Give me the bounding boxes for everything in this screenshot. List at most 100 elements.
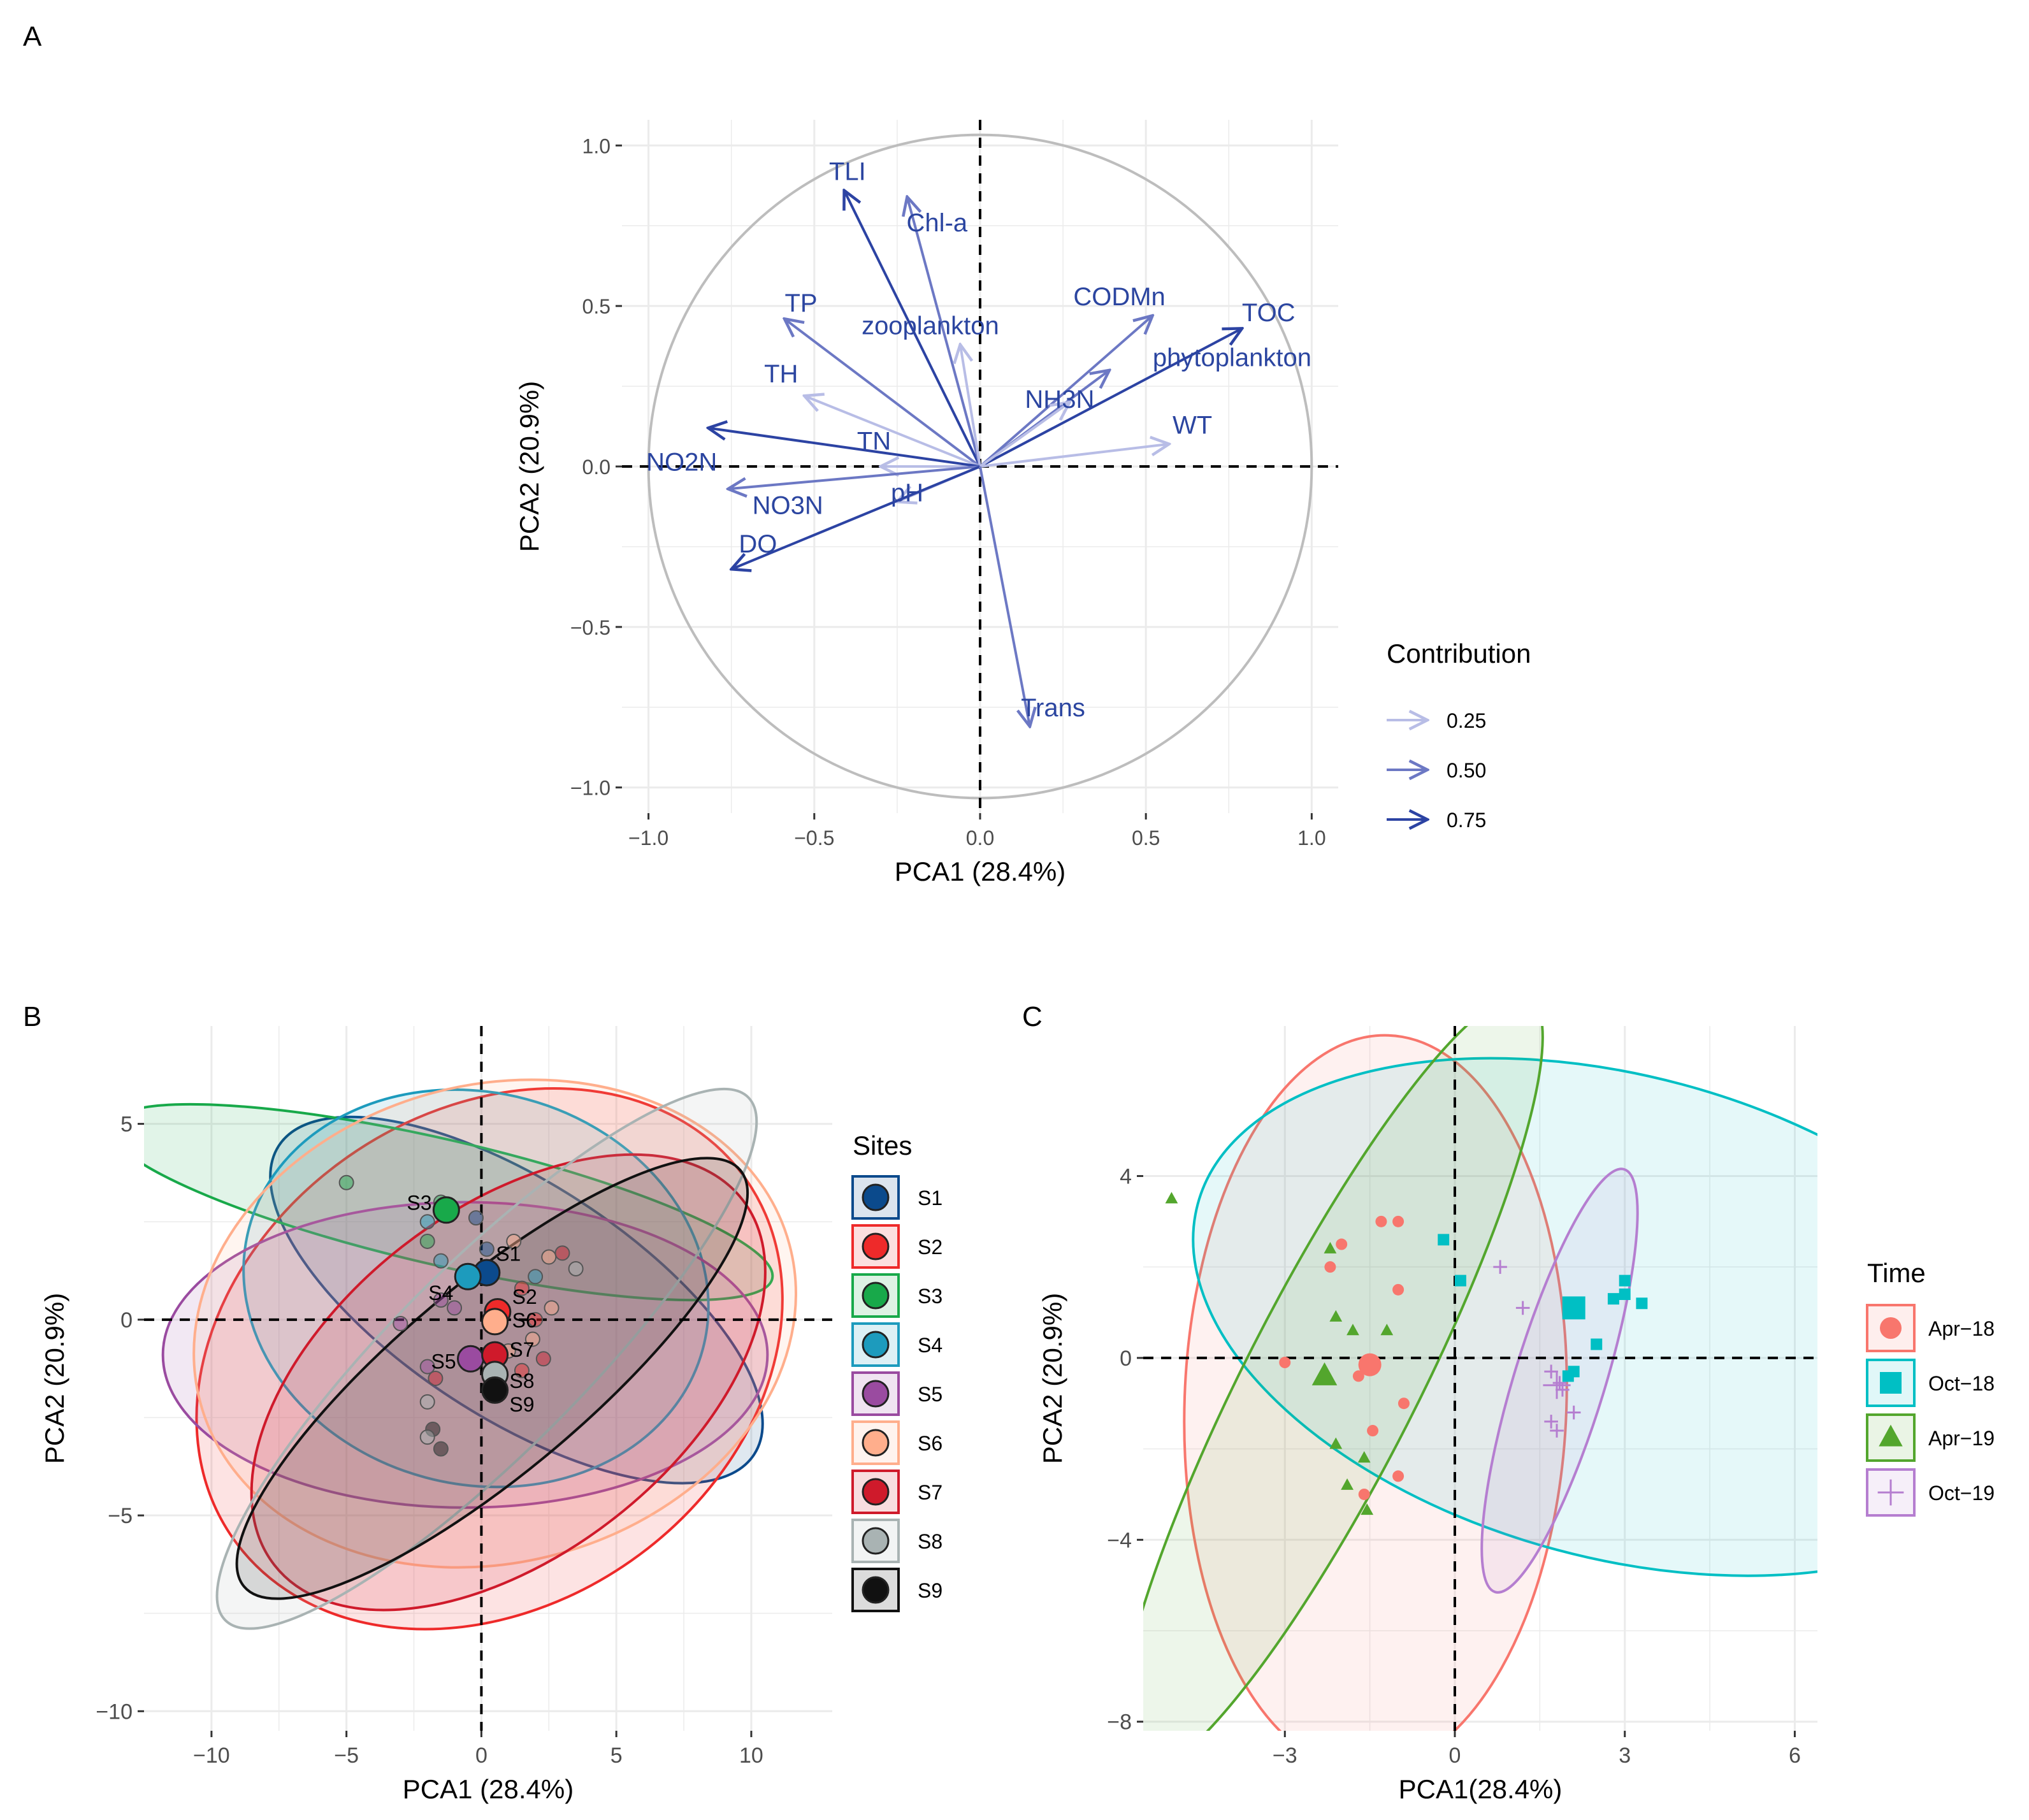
data-point-s4 — [419, 1214, 435, 1230]
data-point-s1 — [468, 1210, 484, 1226]
point-label-s5: S5 — [431, 1350, 456, 1373]
data-point-oct-18 — [1619, 1288, 1631, 1300]
data-point-apr-19 — [1347, 1324, 1359, 1336]
variable-arrow-toc — [979, 328, 1242, 468]
panel-c-label: C — [1022, 1001, 1043, 1032]
variable-arrow-codmn — [979, 315, 1153, 468]
data-point-apr-19 — [1380, 1324, 1394, 1336]
variable-label-codmn: CODMn — [1073, 283, 1165, 311]
legend-marker-s3 — [862, 1282, 890, 1310]
data-point-s5 — [433, 1292, 449, 1308]
legend-label: 0.75 — [1447, 809, 1486, 832]
data-point-s6 — [524, 1331, 540, 1347]
data-point-oct-19 — [1550, 1424, 1564, 1438]
point-label-s6: S6 — [512, 1309, 537, 1332]
variable-label-nh3n: NH3N — [1025, 386, 1094, 414]
centroid-s6 — [481, 1308, 509, 1336]
data-point-apr-18 — [1367, 1425, 1379, 1437]
data-point-apr-18 — [1392, 1283, 1404, 1296]
legend-label-s2: S2 — [918, 1236, 942, 1259]
variable-arrow-no3n — [728, 465, 981, 489]
data-point-oct-19 — [1544, 1414, 1558, 1429]
panel-c-time-pca-plot: −3 0 3 6 −8 −4 0 4 PCA1(28.4%) PCA2 (20.9%) Time Ap… — [1037, 1026, 1995, 1804]
x-tick-label: 1.0 — [1297, 827, 1325, 849]
y-axis-label: PCA2 (20.9%) — [514, 381, 544, 552]
point-label-s8: S8 — [509, 1369, 534, 1392]
centroid-s4 — [454, 1262, 482, 1290]
legend-label: 0.25 — [1447, 709, 1486, 732]
data-point-apr-18 — [1392, 1215, 1404, 1227]
legend-marker-s5 — [862, 1380, 890, 1408]
point-label-s9: S9 — [509, 1393, 534, 1416]
data-point-s6 — [544, 1300, 560, 1316]
x-axis-label: PCA1 (28.4%) — [403, 1774, 574, 1804]
legend-marker-apr-19 — [1879, 1424, 1903, 1447]
point-label-s1: S1 — [496, 1242, 521, 1265]
centroid-s9 — [481, 1376, 509, 1404]
data-point-apr-18 — [1352, 1370, 1364, 1382]
point-label-s3: S3 — [407, 1192, 431, 1215]
data-point-apr-18 — [1324, 1261, 1336, 1273]
data-point-apr-19 — [1361, 1503, 1374, 1515]
y-tick-label: 0.5 — [582, 295, 610, 318]
legend-label-s1: S1 — [918, 1187, 942, 1210]
legend-title: Contribution — [1387, 639, 1531, 668]
data-point-apr-19 — [1329, 1310, 1343, 1322]
y-tick-label: −8 — [1107, 1710, 1132, 1735]
variable-arrow-wt — [979, 444, 1169, 468]
panel-a-variable-correlation-plot: −1.0 −0.5 0.0 0.5 1.0 −1.0 −0.5 0.0 0.5 1.0 PCA1 (… — [514, 120, 1531, 886]
data-point-apr-18 — [1397, 1398, 1410, 1410]
data-point-s2 — [514, 1280, 530, 1296]
data-point-oct-18 — [1438, 1234, 1450, 1246]
x-tick-label: 0 — [1449, 1744, 1461, 1768]
data-point-s9 — [433, 1441, 449, 1457]
x-tick-label: 3 — [1619, 1744, 1631, 1768]
data-point-apr-18 — [1392, 1470, 1404, 1482]
variable-arrow-do — [732, 465, 981, 569]
x-tick-label: 5 — [610, 1744, 623, 1768]
data-point-oct-18 — [1591, 1338, 1603, 1350]
centroid-s3 — [432, 1196, 460, 1224]
data-point-oct-19 — [1515, 1301, 1530, 1315]
data-point-oct-19 — [1552, 1376, 1567, 1390]
data-point-oct-19 — [1493, 1260, 1507, 1274]
confidence-ellipse-apr-18 — [1183, 1034, 1568, 1731]
confidence-ellipse-s4 — [242, 1088, 710, 1489]
variable-arrow-chl-a — [907, 197, 981, 467]
legend-title: Sites — [853, 1130, 912, 1160]
x-axis-label: PCA1(28.4%) — [1399, 1774, 1563, 1804]
centroid-apr-19 — [1311, 1362, 1338, 1385]
legend-label-s4: S4 — [918, 1334, 942, 1357]
variable-arrow-tp — [784, 319, 981, 468]
data-point-s5 — [393, 1315, 408, 1331]
confidence-ellipse-oct-18 — [1192, 1057, 1817, 1577]
variable-arrow-nh3n — [979, 402, 1070, 468]
legend-marker-apr-18 — [1880, 1317, 1902, 1339]
x-tick-label: −5 — [334, 1744, 359, 1768]
data-point-s9 — [425, 1421, 441, 1437]
centroid-oct-18 — [1562, 1296, 1585, 1320]
variable-label-zooplankton: zooplankton — [862, 312, 999, 340]
data-point-apr-19 — [1329, 1437, 1343, 1449]
point-label-s2: S2 — [512, 1285, 537, 1308]
x-axis-label: PCA1 (28.4%) — [895, 856, 1065, 886]
variable-label-wt: WT — [1173, 412, 1212, 440]
panel-a-label: A — [23, 21, 42, 52]
x-tick-label: −1.0 — [628, 827, 668, 849]
panel-b-label: B — [23, 1001, 41, 1032]
data-point-apr-18 — [1375, 1215, 1387, 1227]
legend-label-apr-18: Apr−18 — [1928, 1317, 1995, 1340]
data-point-s8 — [419, 1429, 435, 1445]
legend-label-s9: S9 — [918, 1579, 942, 1602]
confidence-ellipse-s7 — [250, 1153, 767, 1612]
legend-label-s7: S7 — [918, 1481, 942, 1504]
y-tick-label: −10 — [96, 1700, 133, 1724]
variable-label-tp: TP — [784, 289, 817, 317]
y-tick-label: −1.0 — [570, 777, 610, 800]
variable-label-tli: TLI — [829, 158, 866, 186]
x-tick-label: 10 — [739, 1744, 763, 1768]
data-point-apr-19 — [1357, 1451, 1371, 1463]
data-point-oct-18 — [1636, 1297, 1648, 1310]
point-label-s7: S7 — [509, 1338, 534, 1361]
